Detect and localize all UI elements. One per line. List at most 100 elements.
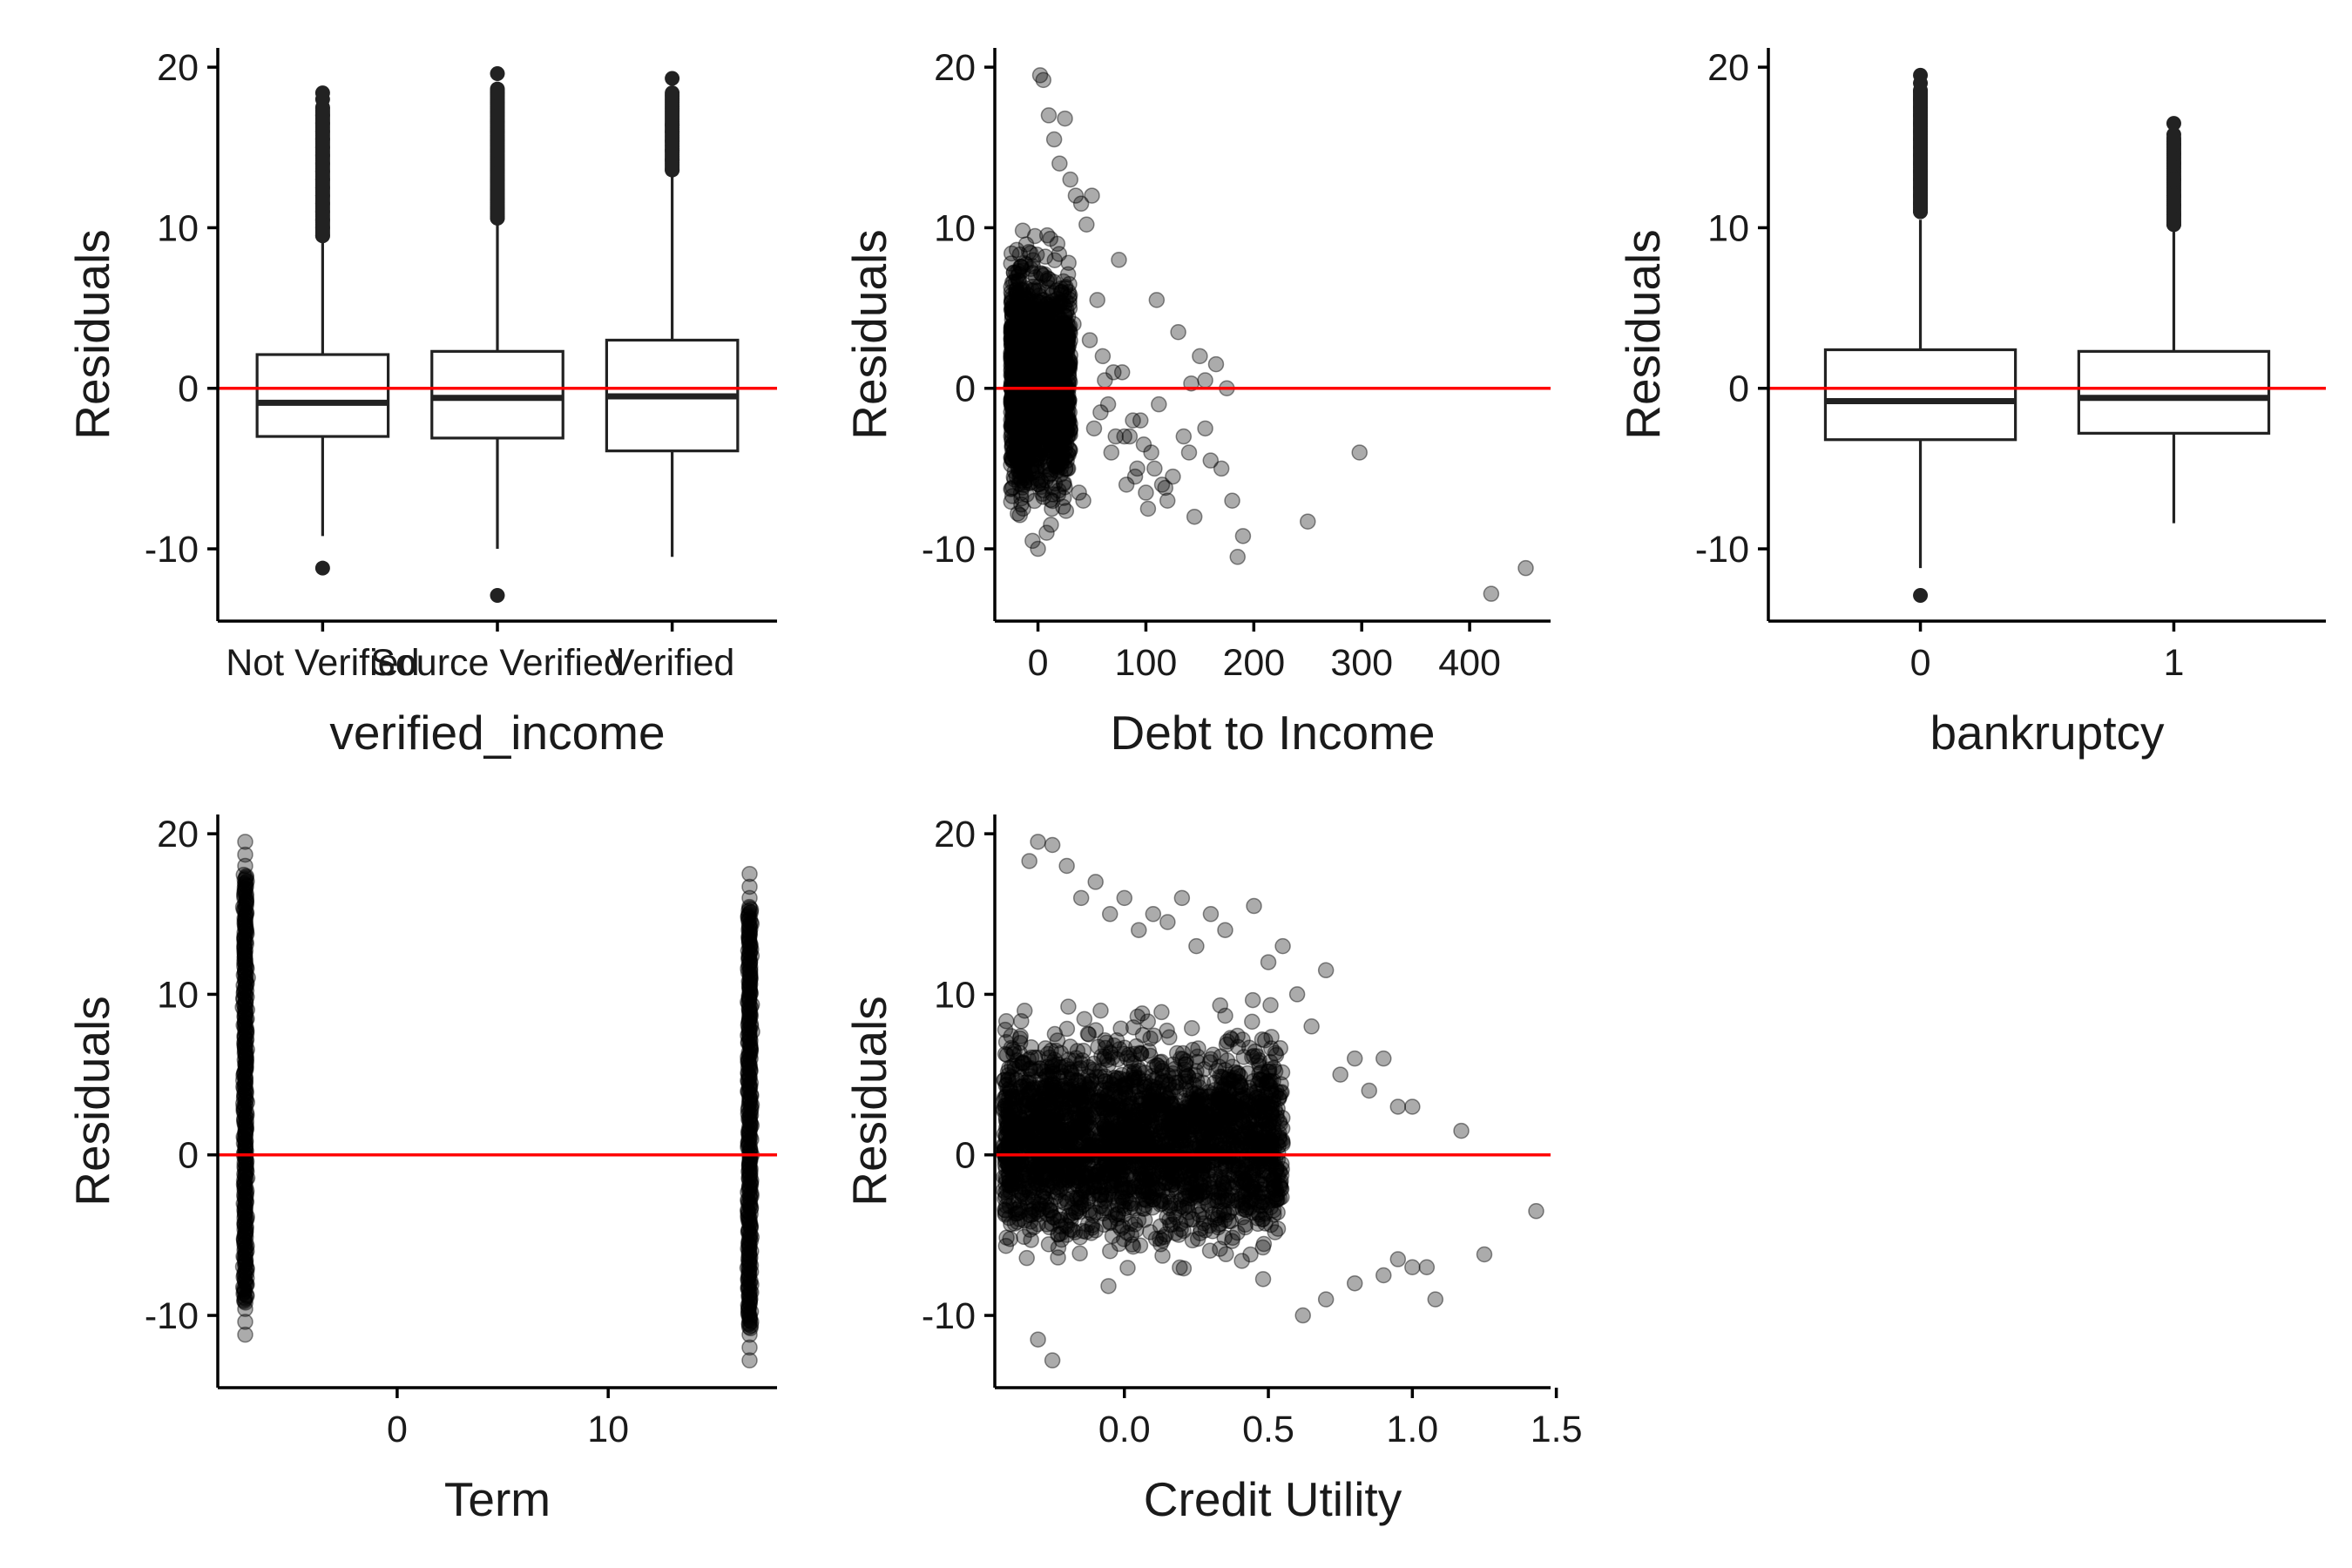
data-point bbox=[1041, 394, 1058, 411]
data-point bbox=[1030, 368, 1046, 385]
y-axis-title: Residuals bbox=[65, 229, 119, 440]
data-point bbox=[1028, 382, 1045, 399]
data-point bbox=[1023, 356, 1040, 373]
data-point bbox=[1052, 429, 1070, 446]
data-point bbox=[1037, 340, 1054, 357]
data-point bbox=[1037, 390, 1055, 408]
y-tick-label: 20 bbox=[157, 47, 199, 89]
data-point bbox=[1021, 431, 1037, 449]
data-point bbox=[1175, 428, 1193, 445]
data-point bbox=[1097, 372, 1113, 389]
outlier-point bbox=[2166, 116, 2181, 132]
data-point bbox=[1037, 385, 1055, 402]
data-point bbox=[1024, 362, 1040, 379]
data-point bbox=[1076, 1010, 1093, 1028]
data-point bbox=[1031, 419, 1048, 436]
data-point bbox=[1107, 428, 1124, 445]
data-point bbox=[1003, 346, 1019, 363]
data-point bbox=[1025, 464, 1042, 481]
data-point bbox=[1058, 301, 1075, 319]
outlier-point bbox=[1913, 67, 1929, 83]
data-point bbox=[1030, 540, 1046, 558]
data-point bbox=[1060, 395, 1078, 413]
y-tick-label: 10 bbox=[157, 207, 199, 249]
data-point bbox=[1003, 398, 1020, 415]
data-point bbox=[1023, 260, 1039, 278]
data-point bbox=[1058, 279, 1074, 295]
data-point bbox=[1039, 320, 1057, 337]
data-point bbox=[1035, 482, 1051, 499]
data-point bbox=[1229, 549, 1246, 565]
data-point bbox=[1033, 440, 1050, 456]
data-point bbox=[1007, 303, 1024, 321]
data-point bbox=[1018, 351, 1035, 368]
x-axis-title: Term bbox=[444, 1472, 551, 1526]
data-point bbox=[1005, 392, 1022, 409]
data-point bbox=[1049, 235, 1066, 253]
data-point bbox=[1025, 412, 1043, 429]
data-point bbox=[1003, 481, 1019, 497]
data-point bbox=[1045, 425, 1063, 442]
y-tick-label: 0 bbox=[955, 368, 976, 410]
data-point bbox=[1012, 334, 1029, 351]
data-point bbox=[1071, 1229, 1089, 1246]
data-point bbox=[1004, 333, 1021, 350]
data-point bbox=[1052, 454, 1070, 470]
data-point bbox=[1059, 412, 1077, 429]
data-point bbox=[1023, 355, 1040, 373]
data-point bbox=[1125, 1019, 1142, 1036]
data-point bbox=[1028, 310, 1045, 328]
data-point bbox=[1015, 350, 1031, 368]
data-point bbox=[1234, 528, 1252, 544]
data-point bbox=[1052, 430, 1069, 447]
outlier-point bbox=[314, 560, 330, 576]
data-point bbox=[1040, 396, 1058, 414]
data-point bbox=[1006, 355, 1023, 372]
data-point bbox=[1031, 353, 1047, 370]
data-point bbox=[1028, 316, 1045, 333]
data-point bbox=[1044, 414, 1060, 431]
data-point bbox=[1022, 404, 1038, 421]
data-point bbox=[1051, 416, 1068, 433]
data-point bbox=[1009, 425, 1026, 442]
data-point bbox=[1058, 390, 1075, 407]
data-point bbox=[1010, 333, 1026, 350]
data-point bbox=[1135, 436, 1152, 453]
x-tick-label: 200 bbox=[1222, 642, 1285, 684]
data-point bbox=[1023, 400, 1039, 417]
data-point bbox=[1119, 1260, 1136, 1276]
data-point bbox=[1026, 413, 1044, 430]
outlier-point bbox=[2166, 188, 2181, 204]
data-point bbox=[1024, 378, 1041, 395]
data-point bbox=[1004, 323, 1020, 340]
data-point bbox=[1022, 356, 1038, 373]
data-point bbox=[1017, 295, 1035, 313]
data-point bbox=[1007, 348, 1024, 365]
data-point bbox=[1018, 395, 1035, 413]
data-point bbox=[1057, 315, 1074, 332]
data-point bbox=[1048, 339, 1064, 355]
y-tick-label: -10 bbox=[1695, 529, 1749, 571]
data-point bbox=[1044, 393, 1061, 410]
data-point bbox=[1053, 319, 1071, 336]
data-point bbox=[1017, 357, 1034, 375]
data-point bbox=[1044, 443, 1061, 460]
data-point bbox=[1010, 354, 1027, 371]
data-point bbox=[1050, 424, 1066, 442]
data-point bbox=[1010, 462, 1027, 479]
data-point bbox=[1061, 411, 1078, 429]
data-point bbox=[1037, 332, 1053, 349]
data-point bbox=[1041, 369, 1058, 387]
data-point bbox=[1031, 310, 1047, 327]
data-point bbox=[1053, 449, 1070, 467]
data-point bbox=[1041, 461, 1058, 478]
data-point bbox=[1030, 476, 1047, 493]
data-point bbox=[1010, 328, 1028, 344]
data-point bbox=[1013, 490, 1030, 507]
outlier-point bbox=[2166, 172, 2181, 187]
data-point bbox=[1061, 392, 1078, 409]
outlier-point bbox=[665, 117, 680, 132]
data-point bbox=[1003, 344, 1019, 362]
data-point bbox=[1060, 336, 1078, 354]
data-point bbox=[1170, 323, 1186, 341]
